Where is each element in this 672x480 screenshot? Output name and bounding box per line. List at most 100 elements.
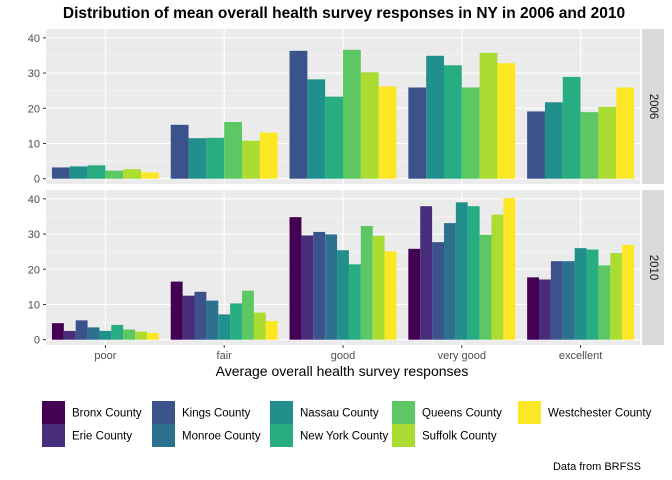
bar <box>337 250 349 340</box>
bar <box>99 330 112 340</box>
bar <box>479 234 492 340</box>
bar <box>586 249 599 340</box>
x-tick-label: fair <box>217 350 233 362</box>
legend-key <box>518 401 541 424</box>
bar <box>111 324 124 340</box>
legend-label: Queens County <box>422 408 502 420</box>
y-tick-label: 10 <box>28 299 40 311</box>
bar <box>51 167 70 179</box>
y-tick-label: 10 <box>28 138 40 150</box>
bar <box>170 124 189 179</box>
bar <box>242 140 260 179</box>
bar <box>289 217 302 340</box>
x-tick-label: very good <box>438 350 486 362</box>
facet-strip-label: 2006 <box>647 94 659 120</box>
bar <box>218 314 231 340</box>
bar <box>527 111 545 179</box>
bar <box>420 206 433 340</box>
bar <box>242 290 254 340</box>
bar <box>598 106 617 179</box>
legend-key <box>152 401 175 424</box>
bar <box>259 132 278 179</box>
y-tick-label: 40 <box>28 33 40 45</box>
y-tick-label: 0 <box>34 174 40 186</box>
bar <box>491 214 504 340</box>
bar <box>313 231 326 340</box>
bar <box>455 202 468 340</box>
bar <box>135 331 147 340</box>
legend-label: Nassau County <box>300 408 379 420</box>
bar <box>63 330 76 340</box>
chart-title: Distribution of mean overall health surv… <box>63 5 625 22</box>
facet-strip-label: 2010 <box>647 255 659 281</box>
bar <box>562 76 581 179</box>
y-tick-label: 30 <box>28 229 40 241</box>
bar <box>224 122 243 179</box>
bar <box>622 244 635 340</box>
legend-item: Nassau County <box>270 401 379 424</box>
facet-strip <box>642 190 664 345</box>
legend-key <box>270 401 293 424</box>
legend-key <box>42 424 65 447</box>
bar <box>307 79 326 179</box>
legend-label: Suffolk County <box>422 431 497 443</box>
bar <box>146 333 159 340</box>
bar <box>301 235 314 340</box>
y-tick-label: 0 <box>34 335 40 347</box>
facet-panels: 0 10 20 30 40 2006 0 10 20 30 40 2010 <box>28 29 664 347</box>
legend-label: Westchester County <box>548 408 652 420</box>
bar <box>562 261 575 340</box>
y-tick-label: 40 <box>28 194 40 206</box>
bar <box>616 87 635 179</box>
bar <box>182 295 195 340</box>
legend-item: Kings County <box>152 401 251 424</box>
x-axis: poor fair good very good excellent <box>94 345 602 362</box>
legend-key <box>270 424 293 447</box>
bar <box>497 63 516 179</box>
bar <box>408 248 421 340</box>
bar <box>539 279 551 340</box>
bar <box>384 251 397 340</box>
bar <box>432 242 444 340</box>
bar <box>87 327 100 340</box>
bar <box>69 166 88 179</box>
bar <box>51 323 64 340</box>
bar <box>544 102 563 179</box>
bar <box>580 112 599 179</box>
x-tick-label: good <box>331 350 355 362</box>
bar <box>170 281 183 340</box>
bar <box>461 87 480 179</box>
bar <box>527 277 540 340</box>
bar <box>503 198 516 340</box>
bar <box>598 265 611 340</box>
bar <box>479 52 498 179</box>
legend: Bronx County Erie County Kings County Monro… <box>42 401 652 447</box>
legend-item: Erie County <box>42 424 132 447</box>
bar <box>188 138 207 179</box>
caption: Data from BRFSS <box>553 461 641 473</box>
bar <box>426 55 444 179</box>
legend-label: Erie County <box>72 431 132 443</box>
legend-key <box>42 401 65 424</box>
legend-label: Monroe County <box>182 431 261 443</box>
x-axis-label: Average overall health survey responses <box>216 363 469 379</box>
legend-item: Bronx County <box>42 401 142 424</box>
bar <box>550 261 563 340</box>
bar <box>206 300 219 340</box>
y-tick-label: 20 <box>28 264 40 276</box>
bar <box>360 72 379 179</box>
bar <box>194 291 207 340</box>
legend-item: New York County <box>270 424 388 447</box>
bar <box>206 137 225 179</box>
bar <box>87 165 106 179</box>
legend-key <box>392 401 415 424</box>
legend-label: New York County <box>300 431 388 443</box>
bar <box>467 206 480 340</box>
y-tick-label: 30 <box>28 68 40 80</box>
bar <box>105 170 124 179</box>
bar <box>378 86 397 179</box>
bar <box>230 303 243 340</box>
bar <box>123 169 142 179</box>
legend-item: Monroe County <box>152 424 261 447</box>
bar <box>610 253 623 340</box>
